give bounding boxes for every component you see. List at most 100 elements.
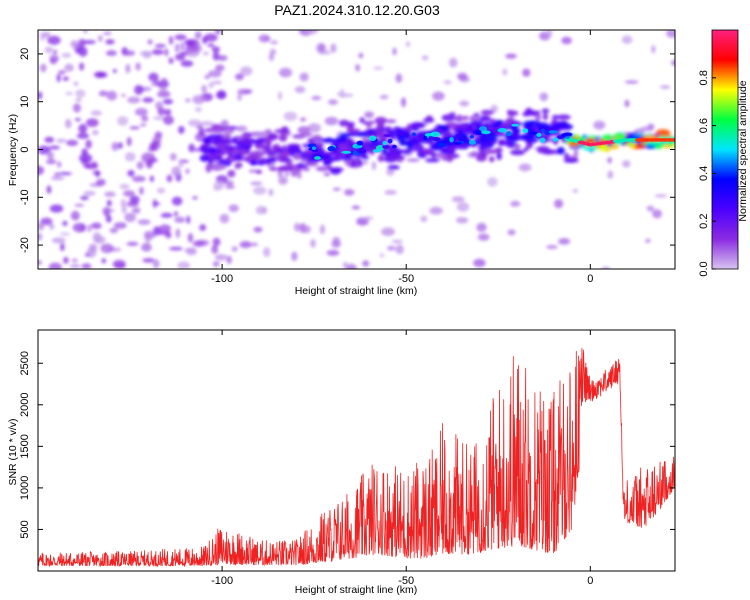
spectral-noise-blob [645, 238, 651, 243]
spectral-noise-blob [268, 188, 274, 197]
spectral-noise-blob [168, 246, 183, 251]
spectral-ridge-blob [285, 162, 293, 166]
spectral-noise-blob [459, 100, 470, 107]
spectral-ridge-blob [267, 151, 277, 156]
spectral-peak-blob [540, 128, 545, 133]
spectral-noise-blob [188, 119, 202, 127]
spectral-noise-blob [136, 161, 144, 170]
spectral-noise-blob [38, 165, 45, 176]
spectral-noise-blob [101, 258, 107, 264]
spectral-noise-blob [219, 213, 230, 224]
spectral-noise-blob [46, 185, 52, 194]
spectral-noise-blob [171, 196, 183, 206]
spectral-ridge-blob [524, 110, 536, 115]
spectral-ridge-blob [257, 160, 266, 166]
spectral-noise-blob [573, 149, 579, 158]
spectral-ridge-blob [441, 131, 454, 136]
spectral-peak-blob [356, 147, 367, 154]
spectral-peak-blob [556, 135, 564, 140]
spectral-noise-blob [405, 41, 411, 47]
spectral-noise-blob [204, 75, 210, 80]
spectral-noise-blob [93, 71, 105, 78]
spectral-noise-blob [294, 222, 300, 232]
colorbar-tick-label: 0.6 [698, 118, 710, 133]
spectral-noise-blob [145, 160, 153, 169]
spectral-noise-blob [139, 50, 153, 57]
spectral-noise-blob [113, 222, 127, 229]
spectral-ridge-blob [365, 121, 372, 128]
spectral-noise-blob [59, 232, 71, 236]
spectral-noise-blob [225, 185, 236, 189]
spectral-noise-blob [112, 69, 117, 73]
spectral-noise-blob [87, 224, 92, 233]
spectral-noise-blob [177, 261, 191, 269]
spectral-noise-blob [622, 160, 631, 168]
spectral-noise-blob [306, 30, 319, 35]
spectral-peak-blob [383, 134, 392, 137]
y-tick-label: 10 [19, 96, 31, 108]
figure-title: PAZ1.2024.310.12.20.G03 [274, 2, 440, 18]
spectral-noise-blob [362, 260, 370, 267]
spectral-ridge-blob [202, 137, 211, 144]
spectral-noise-blob [79, 153, 93, 164]
spectral-noise-blob [666, 30, 675, 38]
spectral-noise-blob [593, 120, 606, 130]
spectral-ridge-blob [437, 124, 450, 131]
spectral-noise-blob [169, 152, 177, 161]
spectral-noise-blob [42, 31, 51, 39]
spectral-noise-blob [171, 166, 181, 177]
spectral-noise-blob [225, 180, 234, 187]
spectral-noise-blob [38, 222, 45, 231]
spectral-ridge-blob [396, 149, 410, 154]
spectral-noise-blob [395, 73, 403, 83]
spectral-noise-blob [38, 145, 51, 155]
spectral-noise-blob [310, 239, 316, 248]
spectral-ridge-blob [361, 155, 369, 160]
spectral-noise-blob [56, 138, 67, 143]
colorbar-tick-label: 0.4 [698, 166, 710, 181]
spectral-noise-blob [510, 200, 521, 207]
spectral-noise-blob [401, 97, 406, 108]
spectral-ridge-blob [265, 141, 272, 147]
spectral-noise-blob [47, 35, 61, 45]
spectral-noise-blob [153, 77, 159, 84]
spectral-noise-blob [160, 77, 168, 87]
spectral-noise-blob [74, 117, 81, 122]
spectral-ridge-blob [289, 145, 300, 151]
spectral-ridge-blob [304, 161, 319, 167]
spectral-ridge-blob [655, 129, 671, 137]
spectral-noise-blob [429, 206, 443, 215]
spectral-ridge-blob [322, 138, 338, 143]
spectral-ridge-blob [276, 166, 290, 172]
spectral-ridge-blob [204, 127, 214, 133]
spectral-noise-blob [253, 226, 263, 233]
spectral-noise-blob [60, 242, 65, 252]
spectral-peak-blob [387, 138, 393, 144]
spectral-peak-blob [432, 137, 441, 141]
spectral-noise-blob [58, 70, 66, 75]
spectral-noise-blob [307, 123, 322, 133]
spectral-noise-blob [114, 262, 126, 269]
spectral-noise-blob [57, 161, 62, 168]
spectral-noise-blob [75, 89, 86, 98]
spectral-ridge-blob [296, 163, 304, 168]
spectral-ridge-blob [500, 141, 512, 146]
spectral-noise-blob [98, 90, 108, 97]
spectral-noise-blob [69, 264, 81, 268]
spectral-peak-blob [497, 127, 508, 133]
spectral-noise-blob [143, 230, 157, 239]
spectral-noise-blob [546, 245, 558, 249]
spectral-noise-blob [106, 199, 112, 207]
spectral-noise-blob [212, 261, 220, 267]
snr-frame [37, 329, 676, 572]
spectral-noise-blob [199, 224, 207, 232]
spectral-noise-blob [63, 256, 69, 264]
spectral-ridge-blob [346, 121, 355, 128]
spectral-ridge-blob [280, 150, 289, 157]
y-tick-label: 20 [19, 48, 31, 60]
spectral-noise-blob [103, 31, 112, 36]
spectral-ridge-blob [350, 159, 357, 168]
spectral-ridge-blob [290, 169, 299, 177]
spectral-noise-blob [174, 43, 180, 53]
